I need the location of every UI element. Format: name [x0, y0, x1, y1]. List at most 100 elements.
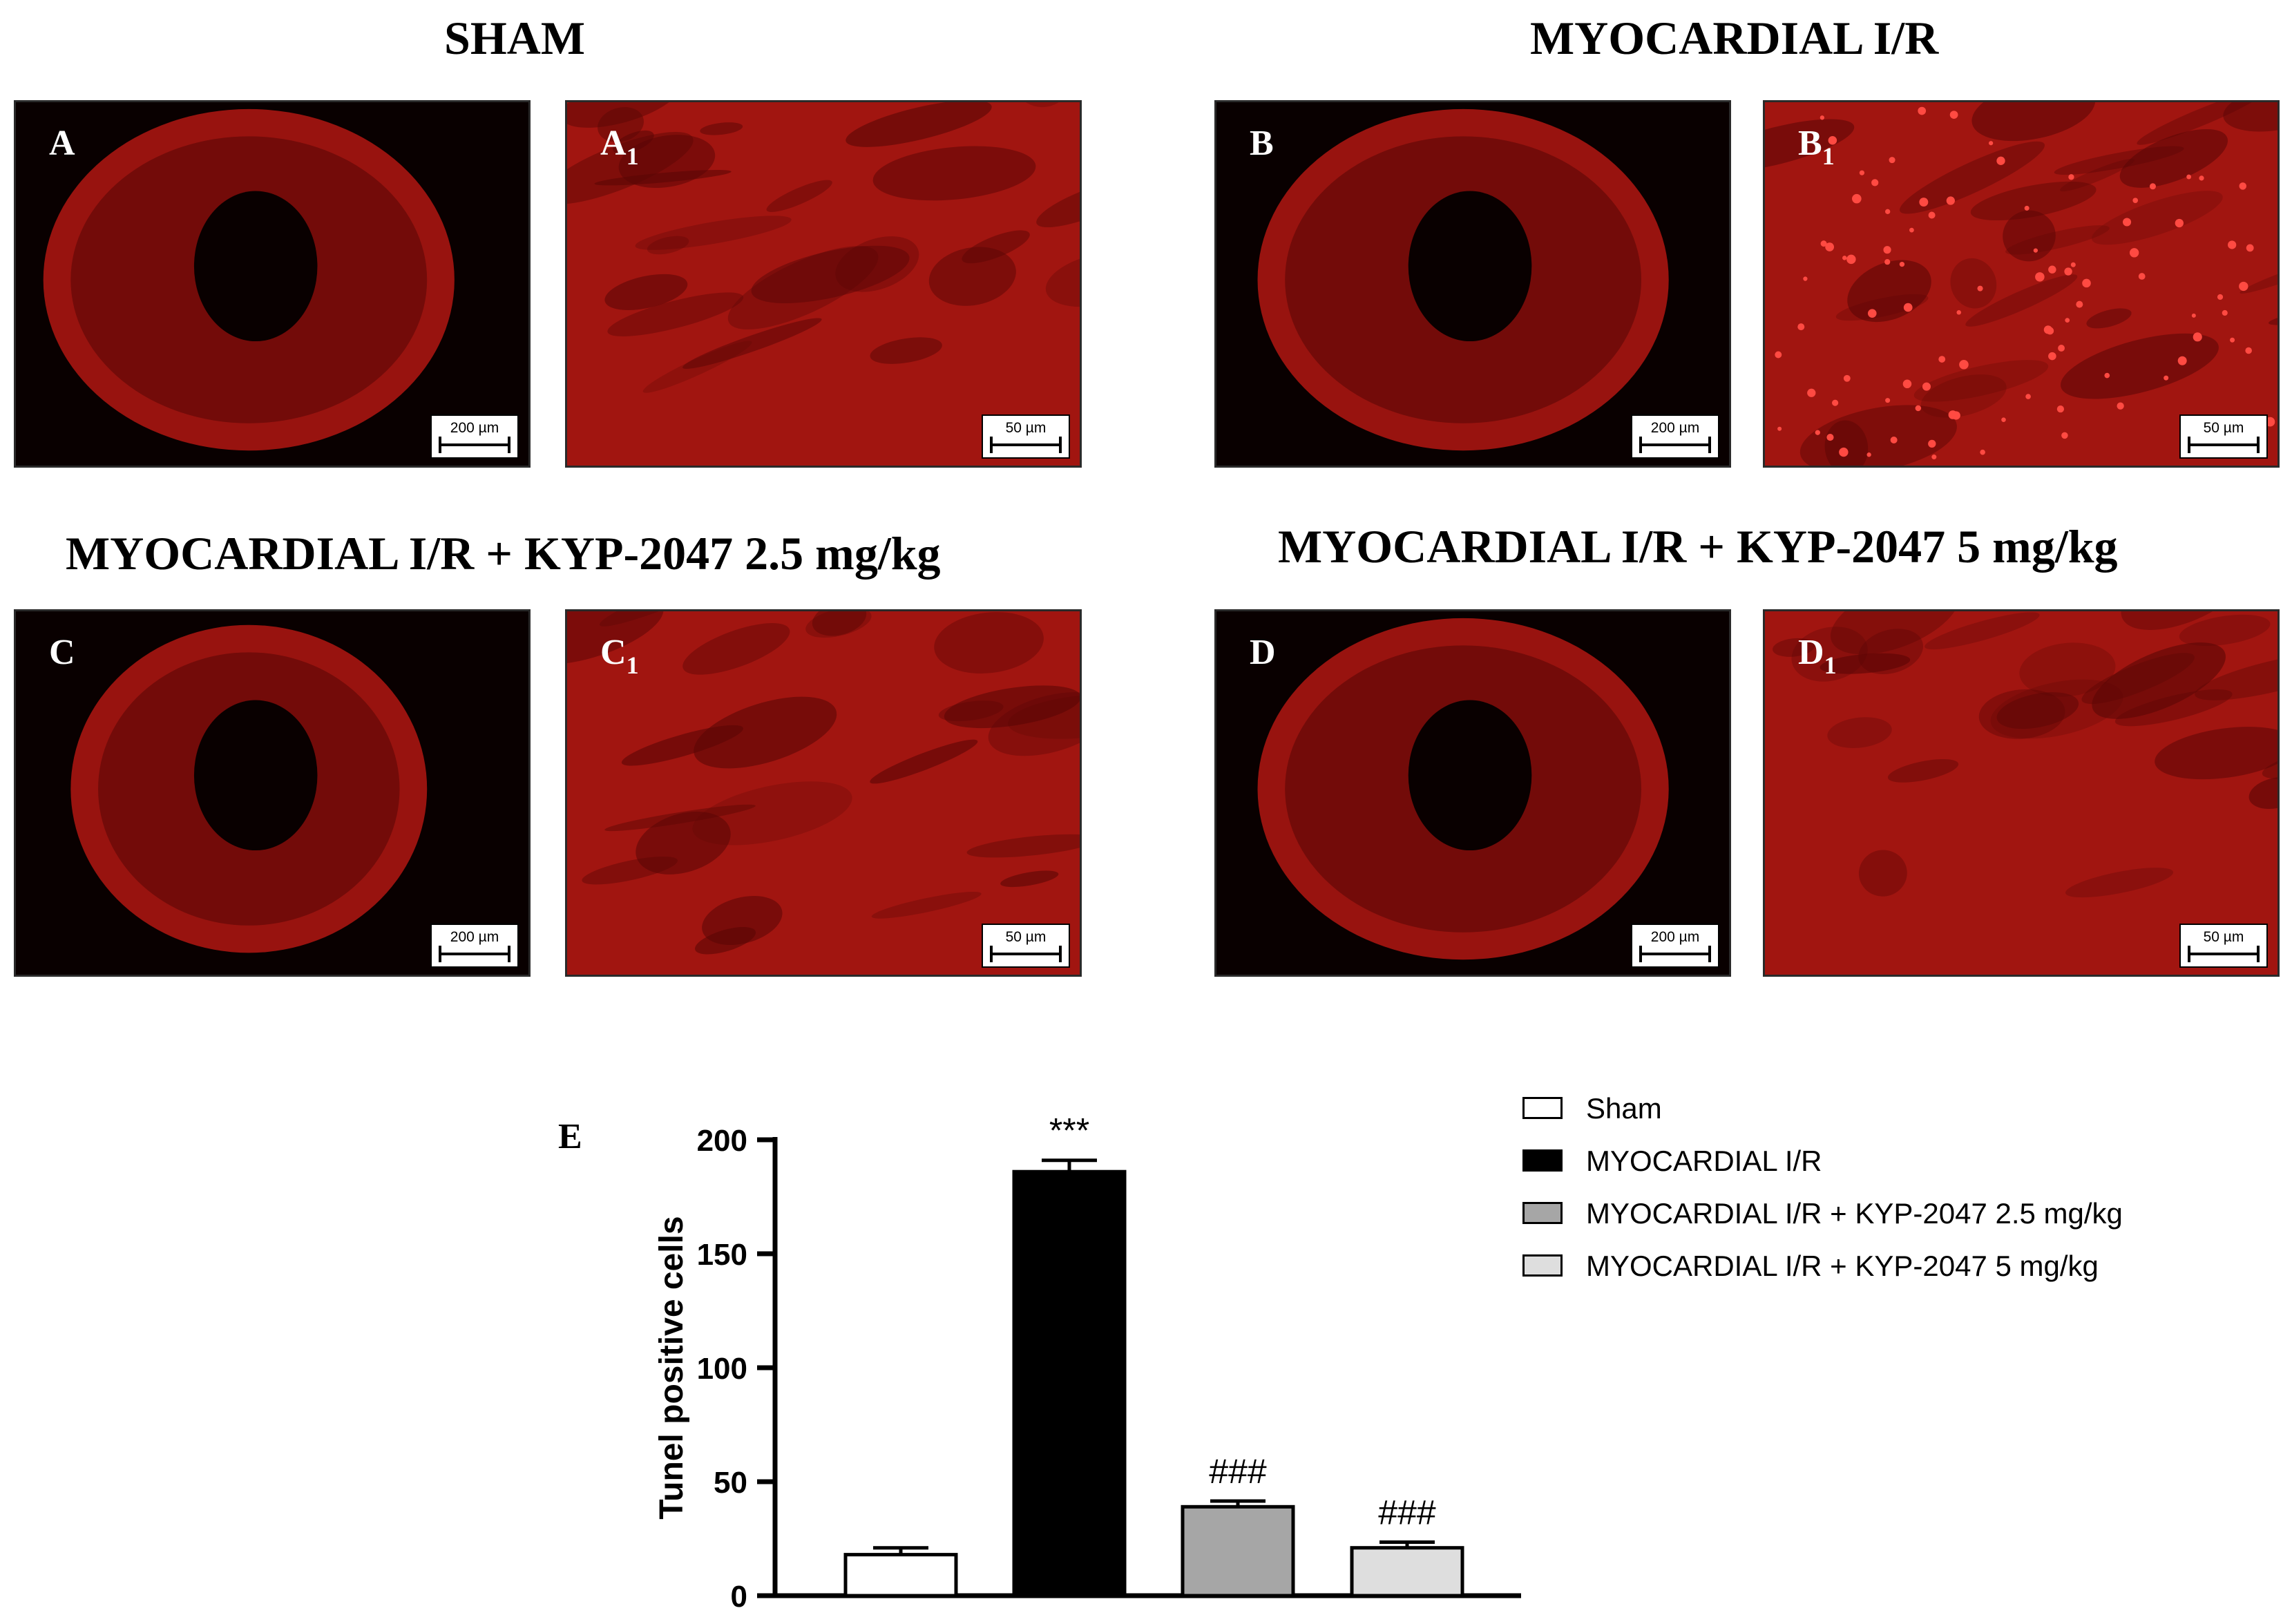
tunel-positive-nucleus	[1889, 157, 1895, 164]
tunel-positive-nucleus	[2217, 294, 2224, 300]
tissue-texture	[1925, 612, 2040, 650]
tissue-texture	[2114, 689, 2233, 727]
micrograph-panel-d: D 200 µm	[1214, 609, 1731, 977]
tunel-positive-nucleus	[1797, 323, 1805, 331]
scale-bar-label: 50 µm	[2203, 929, 2244, 945]
scale-bar-cap	[990, 437, 993, 453]
tunel-positive-nucleus	[1959, 359, 1969, 370]
tunel-positive-nucleus	[1915, 405, 1922, 412]
tissue-texture	[2086, 308, 2132, 329]
tunel-positive-nucleus	[2046, 327, 2054, 335]
tissue-texture	[870, 739, 978, 784]
scale-bar-label: 50 µm	[2203, 420, 2244, 436]
tunel-positive-nucleus	[1949, 111, 1958, 120]
tissue-texture	[1824, 420, 1869, 466]
scale-bar-cap	[508, 946, 510, 962]
tissue-texture	[2119, 128, 2228, 188]
panel-letter: B	[1250, 124, 1274, 163]
tunel-positive-nucleus	[2123, 218, 2132, 227]
tissue-texture	[2061, 333, 2219, 399]
tissue-texture	[2248, 777, 2277, 810]
micrograph-panel-b1: B1 50 µm	[1763, 100, 2280, 468]
scale-bar-line	[2188, 443, 2260, 446]
tunel-positive-nucleus	[1988, 141, 1994, 146]
tissue-texture	[682, 623, 790, 675]
scale-bar: 50 µm	[2179, 924, 2268, 968]
tissue-texture	[846, 102, 992, 147]
y-tick-label: 50	[714, 1466, 747, 1500]
tissue-texture	[1827, 717, 1892, 748]
scale-bar: 50 µm	[982, 414, 1070, 459]
tunel-positive-nucleus	[2104, 372, 2110, 379]
panel-label: D	[1250, 632, 1276, 673]
tissue-image	[1765, 102, 2277, 466]
tunel-positive-nucleus	[1867, 309, 1877, 318]
tunel-positive-nucleus	[1885, 398, 1891, 403]
tissue-texture	[870, 337, 942, 364]
scale-bar-line	[439, 953, 510, 955]
scale-bar-label: 200 µm	[450, 929, 499, 945]
tunel-positive-nucleus	[2246, 244, 2254, 252]
tissue-image	[1257, 618, 1669, 960]
scale-bar: 200 µm	[430, 924, 519, 968]
tissue-texture	[1799, 405, 1957, 466]
panel-label: C	[49, 632, 75, 673]
tunel-positive-nucleus	[1884, 259, 1891, 265]
tissue-texture	[2065, 868, 2174, 898]
tissue-texture	[1858, 850, 1907, 897]
tunel-positive-nucleus	[1826, 433, 1834, 441]
scale-bar-cap	[990, 946, 993, 962]
tissue-texture	[647, 236, 689, 255]
scale-bar-line	[990, 443, 1062, 446]
tunel-positive-nucleus	[1902, 379, 1912, 389]
tunel-positive-nucleus	[1807, 388, 1816, 397]
ventricle-lumen	[193, 191, 318, 342]
tunel-positive-nucleus	[1938, 356, 1946, 363]
tissue-texture	[1971, 102, 2096, 142]
panel-label: A1	[600, 123, 639, 171]
bar	[1350, 1546, 1464, 1598]
tunel-positive-nucleus	[1919, 198, 1929, 207]
tunel-positive-nucleus	[1899, 261, 1905, 267]
panel-letter: B	[1798, 124, 1822, 163]
panel-subscript: 1	[626, 142, 639, 170]
tunel-positive-nucleus	[1956, 310, 1962, 315]
tunel-positive-nucleus	[1777, 426, 1782, 431]
ventricle-lumen	[193, 700, 318, 851]
tissue-texture	[1858, 629, 1924, 674]
tunel-positive-nucleus	[2048, 265, 2056, 274]
panel-letter: A	[600, 124, 627, 163]
tissue-texture	[613, 130, 654, 154]
tunel-positive-nucleus	[1820, 240, 1827, 247]
panel-letter: C	[600, 633, 627, 672]
scale-bar-line	[2188, 953, 2260, 955]
tissue-texture	[766, 180, 832, 212]
tissue-texture	[934, 612, 1044, 674]
scale-bar-label: 50 µm	[1005, 929, 1047, 945]
scale-bar-cap	[439, 437, 441, 453]
tissue-texture	[2223, 102, 2277, 132]
tissue-texture	[1791, 627, 1868, 682]
tunel-positive-nucleus	[1890, 437, 1898, 443]
tunel-positive-nucleus	[2129, 248, 2139, 258]
tunel-positive-nucleus	[2061, 432, 2068, 439]
tissue-texture	[805, 611, 872, 638]
significance-marker: ###	[1378, 1493, 1436, 1531]
tissue-texture	[1045, 252, 1080, 307]
panel-letter: C	[49, 633, 75, 672]
scale-bar-label: 200 µm	[450, 420, 499, 436]
legend-swatch	[1522, 1202, 1563, 1224]
tunel-positive-nucleus	[1946, 196, 1955, 205]
legend-swatch	[1522, 1097, 1563, 1119]
tunel-positive-nucleus	[2191, 313, 2196, 318]
tunel-positive-nucleus	[2222, 309, 2228, 316]
bar	[843, 1553, 958, 1598]
tunel-positive-nucleus	[1928, 211, 1936, 219]
tissue-texture	[1996, 692, 2079, 729]
tunel-positive-nucleus	[1922, 382, 1931, 391]
panel-letter: D	[1250, 633, 1276, 672]
bar	[1181, 1504, 1295, 1598]
significance-marker: ***	[1049, 1111, 1089, 1150]
tissue-texture	[751, 245, 910, 303]
micrograph-panel-a: A 200 µm	[14, 100, 531, 468]
